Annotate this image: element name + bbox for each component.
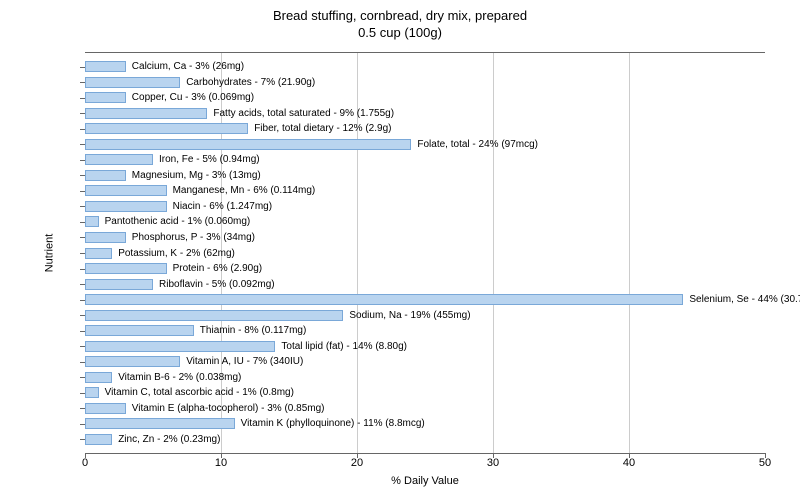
bar-label: Vitamin E (alpha-tocopherol) - 3% (0.85m…	[132, 403, 325, 414]
bar	[85, 294, 683, 305]
y-axis-label: Nutrient	[43, 234, 55, 273]
bar	[85, 387, 99, 398]
bar	[85, 248, 112, 259]
x-axis-label: % Daily Value	[391, 475, 459, 487]
bar-row: Vitamin K (phylloquinone) - 11% (8.8mcg)	[85, 418, 425, 430]
bar-row: Zinc, Zn - 2% (0.23mg)	[85, 433, 220, 445]
bar	[85, 216, 99, 227]
bar-row: Total lipid (fat) - 14% (8.80g)	[85, 340, 407, 352]
bar-label: Sodium, Na - 19% (455mg)	[349, 310, 470, 321]
x-tick-label: 40	[623, 457, 635, 469]
bar-row: Thiamin - 8% (0.117mg)	[85, 325, 306, 337]
bar-label: Manganese, Mn - 6% (0.114mg)	[173, 185, 316, 196]
x-tick-label: 50	[759, 457, 771, 469]
gridline	[493, 53, 494, 453]
bar-label: Calcium, Ca - 3% (26mg)	[132, 61, 244, 72]
bar-label: Vitamin K (phylloquinone) - 11% (8.8mcg)	[241, 418, 425, 429]
bar-row: Vitamin E (alpha-tocopherol) - 3% (0.85m…	[85, 402, 324, 414]
bar-label: Niacin - 6% (1.247mg)	[173, 201, 272, 212]
bar	[85, 418, 235, 429]
x-tick-label: 30	[487, 457, 499, 469]
bar-label: Copper, Cu - 3% (0.069mg)	[132, 92, 254, 103]
bar-label: Protein - 6% (2.90g)	[173, 263, 263, 274]
bar-label: Folate, total - 24% (97mcg)	[417, 139, 538, 150]
bar-row: Sodium, Na - 19% (455mg)	[85, 309, 471, 321]
bar	[85, 310, 343, 321]
bar-label: Vitamin A, IU - 7% (340IU)	[186, 356, 303, 367]
bar-row: Vitamin C, total ascorbic acid - 1% (0.8…	[85, 387, 294, 399]
title-line-2: 0.5 cup (100g)	[358, 25, 442, 40]
bar-row: Magnesium, Mg - 3% (13mg)	[85, 169, 261, 181]
bar-row: Fiber, total dietary - 12% (2.9g)	[85, 123, 391, 135]
bar-label: Thiamin - 8% (0.117mg)	[200, 325, 307, 336]
bar	[85, 403, 126, 414]
bar-row: Pantothenic acid - 1% (0.060mg)	[85, 216, 250, 228]
bar-row: Fatty acids, total saturated - 9% (1.755…	[85, 107, 394, 119]
bar-label: Total lipid (fat) - 14% (8.80g)	[281, 341, 407, 352]
bar-row: Folate, total - 24% (97mcg)	[85, 138, 538, 150]
bar-row: Iron, Fe - 5% (0.94mg)	[85, 154, 260, 166]
bar	[85, 139, 411, 150]
bar-row: Vitamin A, IU - 7% (340IU)	[85, 356, 303, 368]
gridline	[629, 53, 630, 453]
bar	[85, 341, 275, 352]
chart-container: Bread stuffing, cornbread, dry mix, prep…	[0, 0, 800, 500]
bar	[85, 372, 112, 383]
bar	[85, 123, 248, 134]
bar-row: Riboflavin - 5% (0.092mg)	[85, 278, 275, 290]
bar	[85, 279, 153, 290]
bar-label: Pantothenic acid - 1% (0.060mg)	[105, 216, 251, 227]
x-tick-label: 10	[215, 457, 227, 469]
bar-row: Calcium, Ca - 3% (26mg)	[85, 61, 244, 73]
bar	[85, 232, 126, 243]
bar-label: Potassium, K - 2% (62mg)	[118, 248, 235, 259]
bar-row: Selenium, Se - 44% (30.7mcg)	[85, 294, 800, 306]
bar-row: Niacin - 6% (1.247mg)	[85, 200, 272, 212]
bar-row: Manganese, Mn - 6% (0.114mg)	[85, 185, 315, 197]
bar	[85, 92, 126, 103]
bar-label: Fiber, total dietary - 12% (2.9g)	[254, 123, 391, 134]
bar-label: Magnesium, Mg - 3% (13mg)	[132, 170, 261, 181]
bar-label: Selenium, Se - 44% (30.7mcg)	[689, 294, 800, 305]
bar	[85, 356, 180, 367]
bar-label: Iron, Fe - 5% (0.94mg)	[159, 154, 260, 165]
bar	[85, 325, 194, 336]
bar-row: Potassium, K - 2% (62mg)	[85, 247, 235, 259]
bar-row: Copper, Cu - 3% (0.069mg)	[85, 92, 254, 104]
bar-row: Carbohydrates - 7% (21.90g)	[85, 76, 315, 88]
bar	[85, 170, 126, 181]
bar	[85, 61, 126, 72]
bar-label: Vitamin B-6 - 2% (0.038mg)	[118, 372, 241, 383]
bar-label: Carbohydrates - 7% (21.90g)	[186, 77, 315, 88]
bar-row: Protein - 6% (2.90g)	[85, 263, 262, 275]
bar	[85, 108, 207, 119]
x-tick-label: 20	[351, 457, 363, 469]
bar-label: Vitamin C, total ascorbic acid - 1% (0.8…	[105, 387, 294, 398]
bar-label: Zinc, Zn - 2% (0.23mg)	[118, 434, 220, 445]
title-line-1: Bread stuffing, cornbread, dry mix, prep…	[273, 8, 527, 23]
bar	[85, 201, 167, 212]
bar-label: Phosphorus, P - 3% (34mg)	[132, 232, 255, 243]
bar	[85, 434, 112, 445]
bar	[85, 263, 167, 274]
bar-row: Vitamin B-6 - 2% (0.038mg)	[85, 371, 241, 383]
bar-row: Phosphorus, P - 3% (34mg)	[85, 231, 255, 243]
bar	[85, 185, 167, 196]
bar-label: Riboflavin - 5% (0.092mg)	[159, 279, 275, 290]
bar	[85, 77, 180, 88]
plot-area: Nutrient % Daily Value 01020304050Calciu…	[85, 52, 765, 454]
chart-title: Bread stuffing, cornbread, dry mix, prep…	[0, 0, 800, 42]
bar	[85, 154, 153, 165]
x-tick-label: 0	[82, 457, 88, 469]
bar-label: Fatty acids, total saturated - 9% (1.755…	[213, 108, 394, 119]
